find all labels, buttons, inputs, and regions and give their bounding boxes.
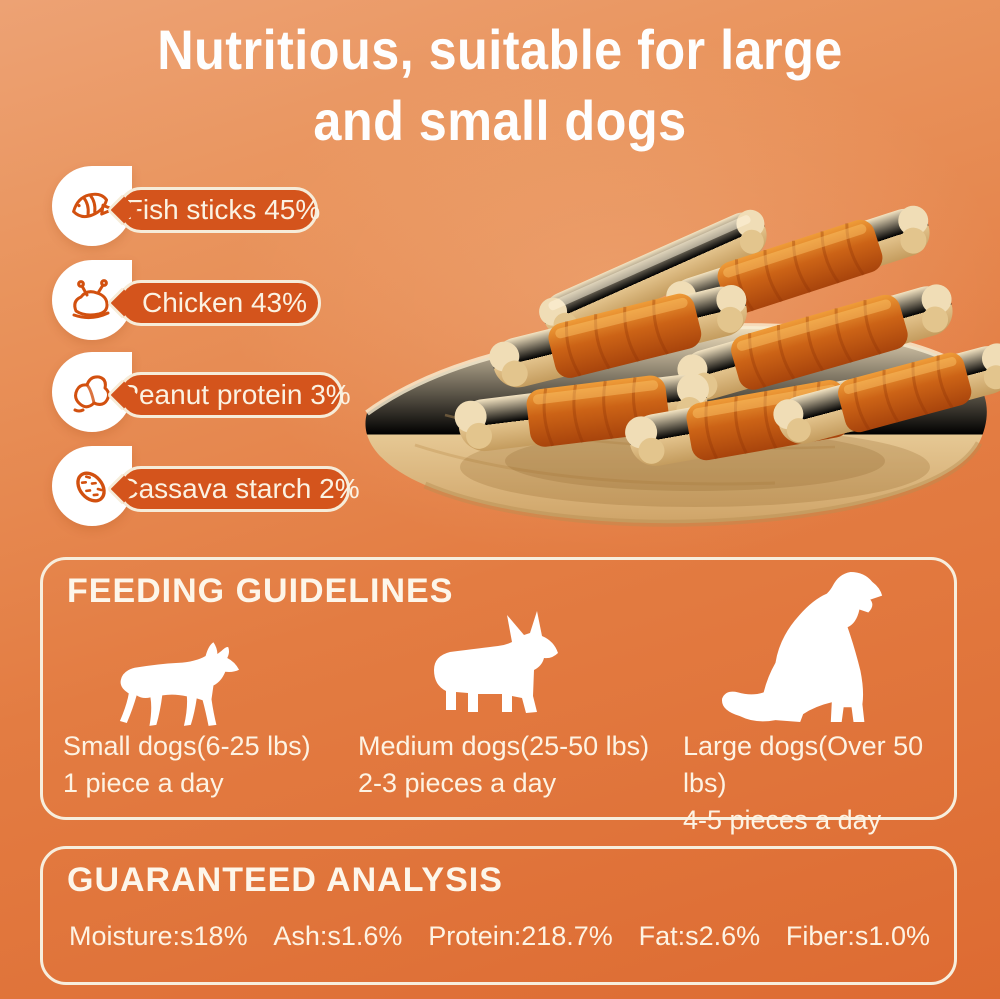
feeding-size-label: Medium dogs(25-50 lbs) [358,731,650,761]
small-dog-icon [119,642,240,726]
feeding-guidelines-panel: FEEDING GUIDELINES Small dogs(6-25 lbs) … [40,557,957,835]
feeding-amount: 2-3 pieces a day [358,768,557,798]
feeding-group-large: Large dogs(Over 50 lbs) 4-5 pieces a day [683,728,954,839]
medium-dog-icon [434,611,558,713]
ingredient-pill: Chicken 43% [118,280,321,326]
analysis-values-row: Moisture:s18% Ash:s1.6% Protein:218.7% F… [69,921,930,952]
analysis-protein: Protein:218.7% [428,921,613,951]
title-line-1: Nutritious, suitable for large [157,18,843,81]
analysis-fiber: Fiber:s1.0% [785,921,930,951]
large-dog-icon [721,571,883,723]
feeding-size-label: Small dogs(6-25 lbs) [63,731,311,761]
ingredient-label: Cassava starch 2% [118,473,360,504]
ingredient-label: Chicken 43% [142,287,307,318]
ingredient-badge-peanut: Peanut protein 3% [0,352,400,442]
cassava-icon [76,471,106,503]
title-line-2: and small dogs [313,89,687,153]
ingredient-label: Fish sticks 45% [125,194,321,225]
product-photo [365,205,1000,527]
analysis-moisture: Moisture:s18% [69,921,248,951]
ingredient-badge-cassava: Cassava starch 2% [0,446,400,536]
chicken-icon [72,279,110,320]
feeding-amount: 4-5 pieces a day [683,805,882,835]
feeding-size-label: Large dogs(Over 50 lbs) [683,731,924,798]
feeding-guidelines-heading: FEEDING GUIDELINES [67,572,454,610]
analysis-ash: Ash:s1.6% [273,921,403,951]
analysis-fat: Fat:s2.6% [638,921,761,951]
ingredient-pill: Fish sticks 45% [118,187,321,233]
treat-sticks [454,205,1000,466]
ingredient-pill: Peanut protein 3% [118,372,351,418]
ingredient-badge-chicken: Chicken 43% [0,260,400,350]
ingredient-pill: Cassava starch 2% [118,466,360,512]
page-title: Nutritious, suitable for large and small… [0,14,1000,156]
feeding-group-medium: Medium dogs(25-50 lbs) 2-3 pieces a day [358,728,649,802]
guaranteed-analysis-heading: GUARANTEED ANALYSIS [67,861,503,899]
feeding-amount: 1 piece a day [63,768,224,798]
peanut-icon [73,375,111,413]
guaranteed-analysis-panel: GUARANTEED ANALYSIS Moisture:s18% Ash:s1… [40,846,957,985]
feeding-group-small: Small dogs(6-25 lbs) 1 piece a day [63,728,311,802]
ingredient-badge-fish: Fish sticks 45% [0,166,400,256]
ingredient-label: Peanut protein 3% [120,379,351,410]
